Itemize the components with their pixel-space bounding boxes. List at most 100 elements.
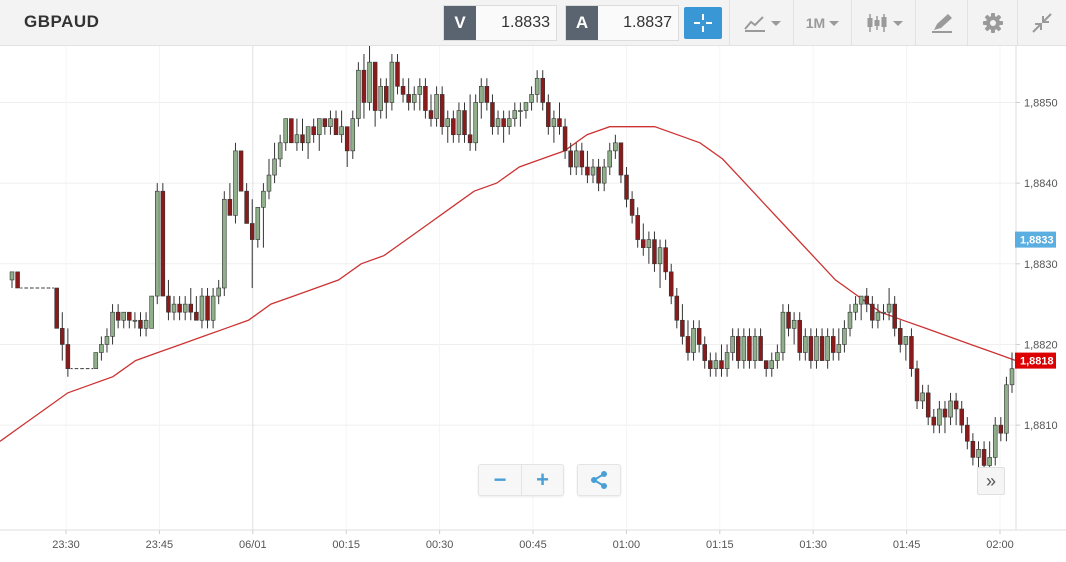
candle xyxy=(300,118,305,151)
x-tick-label: 01:45 xyxy=(893,539,921,551)
candle-body xyxy=(473,102,478,144)
bid-price-box[interactable]: V 1.8833 xyxy=(443,5,557,41)
candle-body xyxy=(182,303,188,313)
price-chart[interactable]: 1,8810 1,8820 1,8830 1,8840 1,8850 23:30 23:45… xyxy=(0,46,1066,562)
candle xyxy=(752,328,758,369)
candle-body xyxy=(384,86,389,103)
candle-body xyxy=(132,319,138,322)
candle-body xyxy=(317,118,322,136)
candle-body xyxy=(171,303,177,313)
candle-body xyxy=(886,303,892,313)
candle xyxy=(903,336,909,361)
candle xyxy=(272,142,277,184)
current-price-tag: 1,8833 xyxy=(1015,231,1056,248)
drawing-tools-button[interactable] xyxy=(915,0,967,46)
candle-body xyxy=(613,142,618,152)
x-tick-label: 02:00 xyxy=(986,539,1014,551)
collapse-button[interactable] xyxy=(1017,0,1066,46)
candle xyxy=(110,304,115,345)
candle-body xyxy=(546,102,551,127)
settings-button[interactable] xyxy=(967,0,1017,46)
candle xyxy=(194,296,199,321)
y-tick-label: 1,8830 xyxy=(1024,259,1058,271)
x-tick-label: 01:00 xyxy=(613,539,641,551)
candle xyxy=(138,312,143,337)
candle xyxy=(506,110,512,135)
candle-body xyxy=(769,360,775,369)
candle xyxy=(557,102,562,135)
candle xyxy=(328,110,333,135)
candle-body xyxy=(635,215,640,240)
candle xyxy=(216,279,221,305)
share-icon xyxy=(591,471,607,489)
candle xyxy=(233,142,238,224)
candle-body xyxy=(93,352,99,369)
candle xyxy=(847,304,853,337)
share-button[interactable] xyxy=(578,465,620,495)
candle-body xyxy=(540,77,545,103)
candle-body xyxy=(942,408,948,418)
candle-body xyxy=(959,408,964,426)
candle-body xyxy=(557,118,562,127)
candle-body xyxy=(523,102,529,111)
candle-body xyxy=(65,344,71,369)
candle-body xyxy=(875,311,881,321)
candle xyxy=(115,304,121,329)
candle-body xyxy=(937,408,942,426)
candle-body xyxy=(847,311,853,329)
candle xyxy=(685,320,691,361)
candle xyxy=(261,183,266,248)
plus-icon: + xyxy=(536,467,549,492)
candle-type-button[interactable] xyxy=(851,0,915,46)
ask-price-box[interactable]: A 1.8837 xyxy=(565,5,679,41)
y-tick-label: 1,8850 xyxy=(1024,97,1058,109)
candle xyxy=(551,110,557,143)
candle xyxy=(361,54,367,119)
candle-body xyxy=(646,239,652,248)
chart-area[interactable]: 1,8810 1,8820 1,8830 1,8840 1,8850 23:30 23:45… xyxy=(0,46,1066,562)
candle-body xyxy=(724,352,730,369)
candle-body xyxy=(227,198,233,216)
candle xyxy=(775,344,780,369)
candle-body xyxy=(797,319,802,353)
candle xyxy=(925,384,931,426)
candle-body xyxy=(154,190,160,297)
candle xyxy=(808,328,814,369)
candle-body xyxy=(953,400,959,410)
candle-body xyxy=(730,336,735,353)
candle-body xyxy=(238,150,244,192)
candle xyxy=(763,360,769,377)
candle xyxy=(573,142,579,176)
candle xyxy=(909,328,914,377)
candle-body xyxy=(858,295,864,305)
candle xyxy=(920,384,925,409)
chart-type-button[interactable] xyxy=(729,0,793,46)
ask-label: A xyxy=(566,6,598,40)
candle-body xyxy=(998,424,1004,434)
candle-body xyxy=(881,311,886,314)
candle-body xyxy=(562,126,568,152)
y-tick-label: 1,8820 xyxy=(1024,339,1058,351)
candle xyxy=(490,94,495,135)
timeframe-button[interactable]: 1M xyxy=(793,0,851,46)
candle-body xyxy=(372,61,378,111)
candle-body xyxy=(624,174,629,200)
pencil-icon xyxy=(931,14,952,33)
candle xyxy=(540,70,545,111)
candle xyxy=(149,295,154,329)
x-tick-label: 01:30 xyxy=(799,539,827,551)
candle-body xyxy=(568,150,573,168)
candle-body xyxy=(311,126,316,136)
candle-body xyxy=(680,319,685,337)
crosshair-button[interactable] xyxy=(684,7,722,39)
candle-body xyxy=(903,336,909,345)
candle-body xyxy=(925,392,931,418)
candle xyxy=(367,46,372,111)
zoom-in-button[interactable]: + xyxy=(521,465,563,495)
candle-body xyxy=(54,287,59,329)
candle-body xyxy=(495,118,501,127)
candle xyxy=(484,78,490,111)
zoom-out-button[interactable]: − xyxy=(479,465,521,495)
scroll-to-end-button[interactable]: » xyxy=(977,467,1005,495)
candle-body xyxy=(819,336,825,361)
